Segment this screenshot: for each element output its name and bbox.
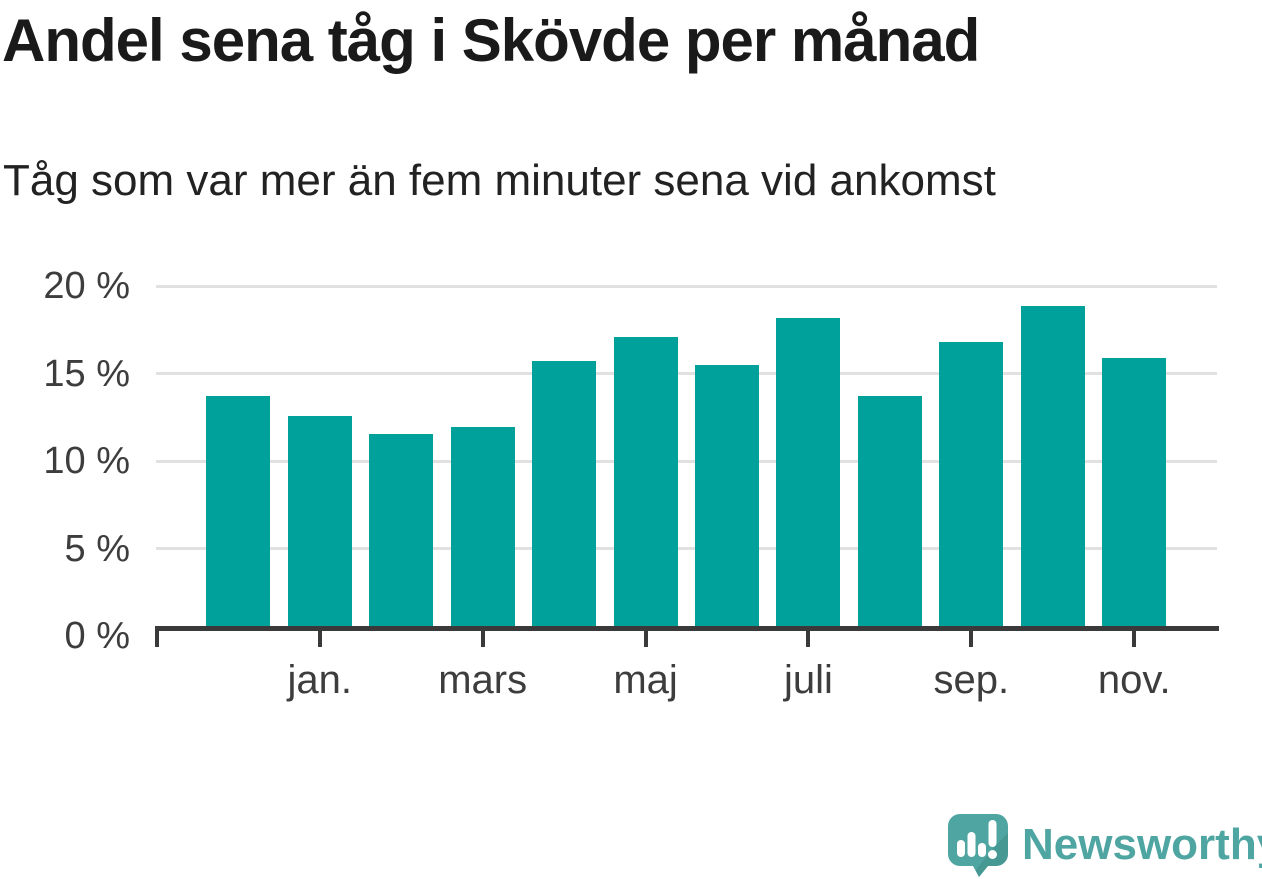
bar-month-12 [1102, 357, 1167, 631]
x-axis-tick [480, 626, 485, 647]
gridline-5% [156, 547, 1217, 550]
x-tick-label: maj [613, 658, 678, 702]
bar-month-9 [857, 395, 922, 631]
x-axis-tick [806, 626, 811, 647]
bar-month-1 [206, 395, 271, 631]
newsworthy-logo[interactable]: Newsworthy [946, 812, 1262, 878]
x-axis-tick [317, 626, 322, 647]
y-tick-label: 20 % [43, 265, 130, 307]
x-axis-tick [969, 626, 974, 647]
x-axis-tick [1132, 626, 1137, 647]
bar-month-4 [450, 426, 515, 631]
x-tick-label: sep. [933, 658, 1010, 702]
y-tick-label: 5 % [64, 527, 130, 570]
bar-month-3 [369, 433, 434, 631]
bar-month-2 [287, 416, 352, 631]
gridline-15% [156, 372, 1217, 375]
bar-month-11 [1020, 305, 1085, 631]
x-tick-label: nov. [1097, 658, 1171, 702]
gridline-20% [156, 284, 1217, 288]
x-axis-line [156, 626, 1219, 631]
y-tick-label: 10 % [43, 440, 130, 482]
chart-title: Andel sena tåg i Skövde per månad [2, 7, 980, 74]
newsworthy-logo-icon [948, 814, 1008, 877]
bar-month-5 [532, 361, 597, 631]
bar-month-7 [695, 364, 759, 631]
newsworthy-logo-text: Newsworthy [1022, 820, 1262, 869]
x-axis-tick [643, 626, 648, 647]
bar-month-8 [776, 317, 841, 631]
chart-subtitle: Tåg som var mer än fem minuter sena vid … [3, 156, 996, 205]
gridline-10% [156, 459, 1217, 463]
x-tick-label: juli [783, 658, 833, 702]
x-axis-tick [154, 626, 159, 647]
x-tick-label: jan. [287, 658, 353, 702]
x-tick-label: mars [438, 658, 528, 702]
y-tick-label: 15 % [43, 352, 130, 395]
bar-month-10 [939, 342, 1004, 631]
y-tick-label: 0 % [64, 615, 130, 657]
bar-month-6 [613, 336, 678, 631]
